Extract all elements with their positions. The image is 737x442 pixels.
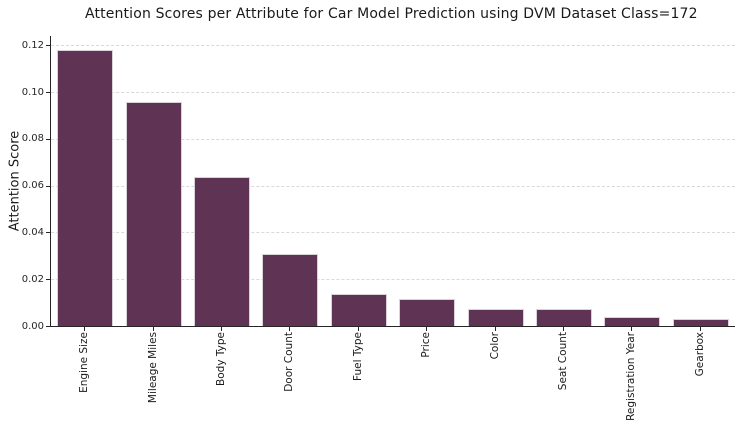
plot-area	[50, 36, 735, 327]
x-tick-mark	[289, 327, 291, 331]
bar-fuel-type	[330, 294, 387, 326]
bar-mileage-miles	[125, 102, 182, 326]
x-tick-label-price: Price	[420, 332, 433, 358]
gridline-0.04	[51, 232, 735, 234]
x-tick-mark	[152, 327, 154, 331]
y-tick-label: 0.06	[21, 180, 44, 192]
x-tick-label-seat-count: Seat Count	[557, 332, 569, 391]
bar-color	[467, 308, 524, 326]
x-tick-label-door-count: Door Count	[283, 332, 296, 392]
chart-title: Attention Scores per Attribute for Car M…	[85, 6, 698, 22]
y-tick-mark	[46, 92, 50, 94]
x-tick-label-body-type: Body Type	[215, 332, 227, 386]
gridline-0.10	[51, 92, 735, 94]
y-tick-mark	[46, 185, 50, 187]
y-tick-label: 0.08	[21, 133, 44, 145]
bar-engine-size	[57, 49, 114, 326]
bar-registration-year	[604, 316, 661, 326]
gridline-0.08	[51, 138, 735, 140]
x-tick-mark	[426, 327, 428, 331]
x-tick-mark	[357, 327, 359, 331]
x-tick-label-gearbox: Gearbox	[693, 332, 706, 377]
y-tick-label: 0.02	[21, 273, 44, 285]
x-tick-mark	[221, 327, 222, 331]
y-tick-label: 0.00	[21, 320, 44, 332]
x-tick-mark	[631, 327, 633, 331]
y-tick-mark	[46, 326, 50, 327]
gridline-0.02	[51, 279, 735, 281]
x-tick-mark	[494, 327, 496, 331]
x-tick-mark	[84, 327, 86, 331]
x-tick-label-fuel-type: Fuel Type	[351, 332, 364, 381]
x-tick-label-mileage-miles: Mileage Miles	[146, 332, 159, 404]
x-tick-mark	[699, 327, 701, 331]
y-tick-mark	[46, 232, 50, 234]
y-tick-label: 0.10	[21, 86, 44, 98]
x-tick-mark	[563, 327, 564, 331]
bar-body-type	[194, 176, 250, 326]
x-tick-label-color: Color	[488, 332, 501, 360]
y-tick-label: 0.12	[21, 39, 44, 51]
x-tick-label-registration-year: Registration Year	[625, 332, 638, 421]
y-tick-mark	[46, 138, 50, 140]
x-tick-label-engine-size: Engine Size	[78, 332, 91, 393]
bar-gearbox	[672, 318, 729, 326]
y-tick-mark	[46, 279, 50, 281]
gridline-0.06	[51, 185, 735, 187]
y-tick-label: 0.04	[21, 226, 44, 238]
gridline-0.12	[51, 45, 735, 47]
y-tick-mark	[46, 45, 50, 47]
bar-seat-count	[536, 309, 592, 326]
bar-price	[399, 298, 456, 326]
bar-door-count	[262, 253, 319, 326]
